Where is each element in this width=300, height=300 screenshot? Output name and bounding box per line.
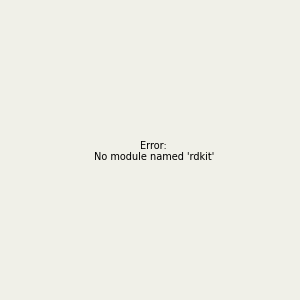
Text: Error:
No module named 'rdkit': Error: No module named 'rdkit' (94, 141, 214, 162)
